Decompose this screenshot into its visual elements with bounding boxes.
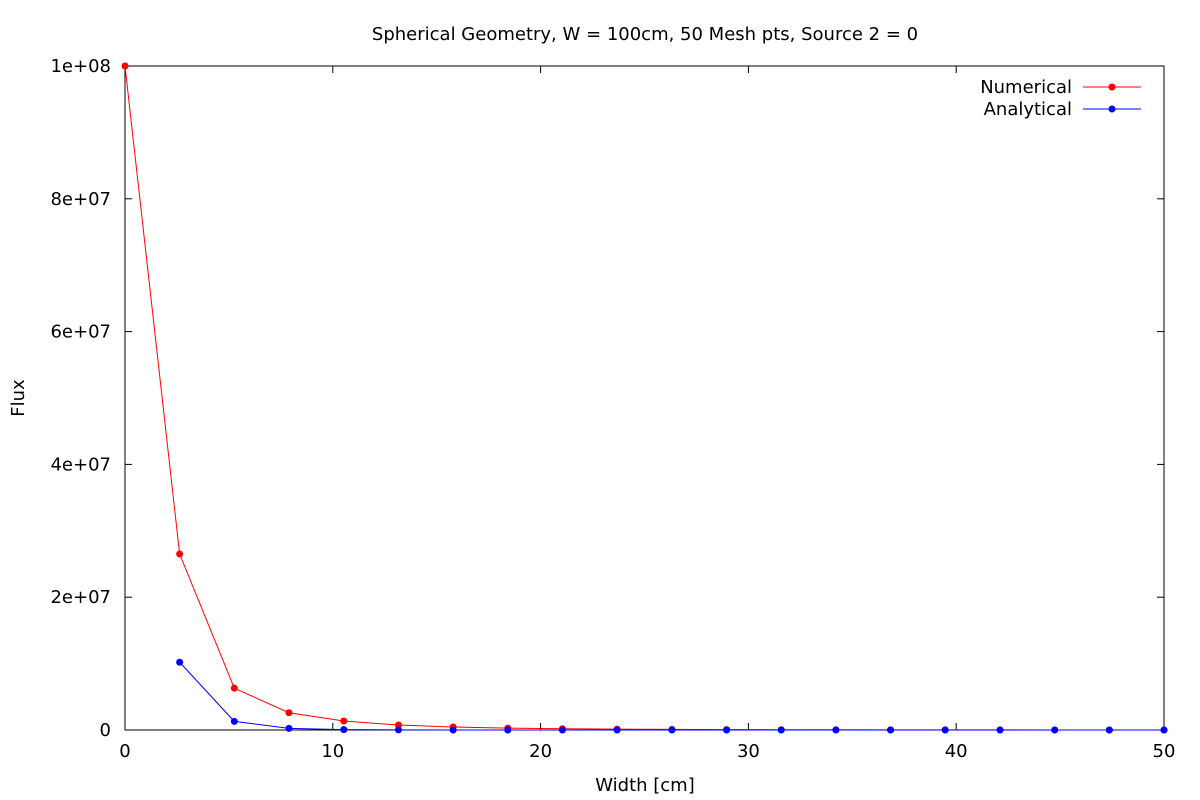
y-tick-label: 8e+07 (50, 189, 111, 210)
x-tick-label: 20 (529, 741, 552, 762)
x-tick-label: 10 (321, 741, 344, 762)
data-point-numerical (230, 684, 238, 692)
x-tick-label: 40 (945, 741, 968, 762)
data-point-analytical (394, 726, 402, 734)
data-point-numerical (121, 62, 129, 70)
data-point-analytical (1160, 726, 1168, 734)
data-point-numerical (340, 717, 348, 725)
data-point-analytical (941, 726, 949, 734)
data-point-analytical (558, 726, 566, 734)
data-point-analytical (668, 726, 676, 734)
data-point-analytical (832, 726, 840, 734)
data-point-analytical (887, 726, 895, 734)
data-point-analytical (230, 717, 238, 725)
data-point-numerical (176, 550, 184, 558)
data-point-analytical (723, 726, 731, 734)
legend-marker-analytical (1108, 105, 1116, 113)
data-point-analytical (176, 658, 184, 666)
data-point-numerical (285, 709, 293, 717)
chart-title: Spherical Geometry, W = 100cm, 50 Mesh p… (372, 24, 918, 45)
data-point-analytical (1051, 726, 1059, 734)
y-axis-label: Flux (8, 379, 29, 417)
legend-label-analytical: Analytical (984, 99, 1072, 120)
data-point-analytical (996, 726, 1004, 734)
data-point-analytical (504, 726, 512, 734)
y-tick-label: 2e+07 (50, 587, 111, 608)
data-point-analytical (613, 726, 621, 734)
legend-label-numerical: Numerical (980, 77, 1072, 98)
y-tick-label: 1e+08 (50, 56, 111, 77)
series-layer (121, 62, 1168, 734)
x-tick-label: 50 (1153, 741, 1176, 762)
data-point-numerical (394, 721, 402, 729)
y-tick-label: 6e+07 (50, 322, 111, 343)
legend-marker-numerical (1108, 83, 1116, 91)
y-tick-label: 0 (100, 720, 111, 741)
x-tick-label: 0 (119, 741, 130, 762)
data-point-analytical (1105, 726, 1113, 734)
y-tick-label: 4e+07 (50, 454, 111, 475)
x-tick-label: 30 (737, 741, 760, 762)
data-point-analytical (777, 726, 785, 734)
series-analytical (176, 658, 1168, 734)
data-point-analytical (285, 724, 293, 732)
data-point-analytical (449, 726, 457, 734)
axes-group: 0 10 20 30 40 50 0 2e+07 4e+07 6e+07 8e+07 1e+08 (50, 56, 1175, 762)
x-axis-label: Width [cm] (595, 775, 695, 796)
data-point-analytical (340, 726, 348, 734)
